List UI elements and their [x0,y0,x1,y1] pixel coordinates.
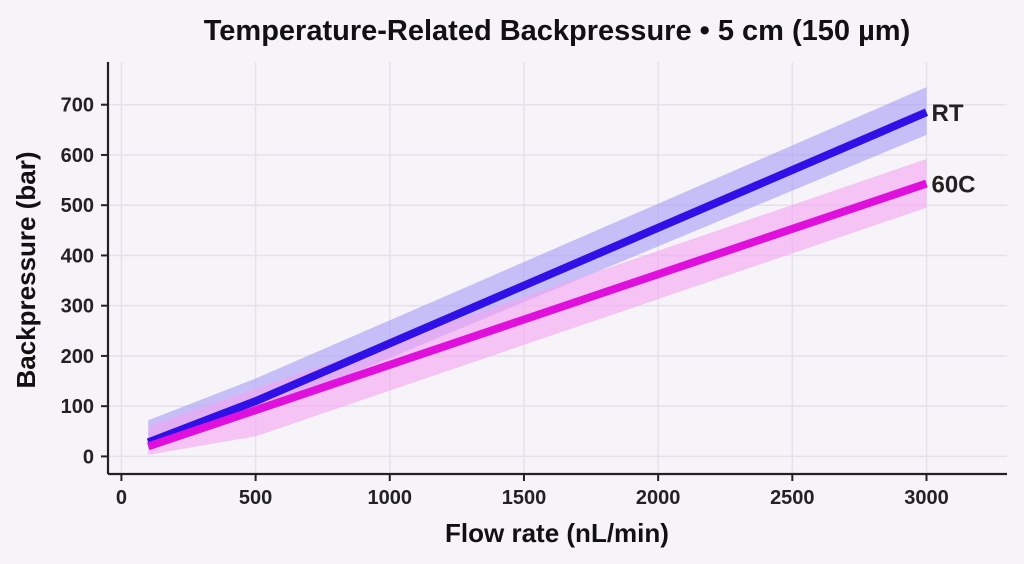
band-rt [148,87,927,449]
series-lines [146,108,929,451]
y-axis-label: Backpressure (bar) [11,152,41,389]
x-tick-label: 2000 [636,487,681,509]
axes [101,62,1007,481]
series-label-60c: 60C [931,172,975,199]
y-tick-label: 300 [61,296,94,318]
y-tick-label: 200 [61,346,94,368]
y-tick-label: 700 [61,95,94,117]
series-labels: RT 60C [931,100,975,198]
y-tick-label: 500 [61,195,94,217]
x-tick-label: 1500 [502,487,547,509]
tick-labels: 0 500 1000 1500 2000 2500 3000 0 100 200 300 400 500… [61,95,949,509]
x-axis-label: Flow rate (nL/min) [445,518,669,548]
x-tick-label: 500 [239,487,272,509]
y-tick-label: 400 [61,245,94,267]
series-label-rt: RT [931,100,963,127]
chart-title: Temperature-Related Backpressure • 5 cm … [204,15,911,47]
y-tick-label: 0 [83,446,94,468]
x-tick-label: 2500 [770,487,815,509]
line-rt [146,108,929,447]
x-tick-label: 3000 [904,487,949,509]
x-tick-label: 0 [116,487,127,509]
y-tick-label: 600 [61,145,94,167]
line-60c [146,179,928,451]
x-tick-label: 1000 [368,487,413,509]
y-tick-label: 100 [61,396,94,418]
